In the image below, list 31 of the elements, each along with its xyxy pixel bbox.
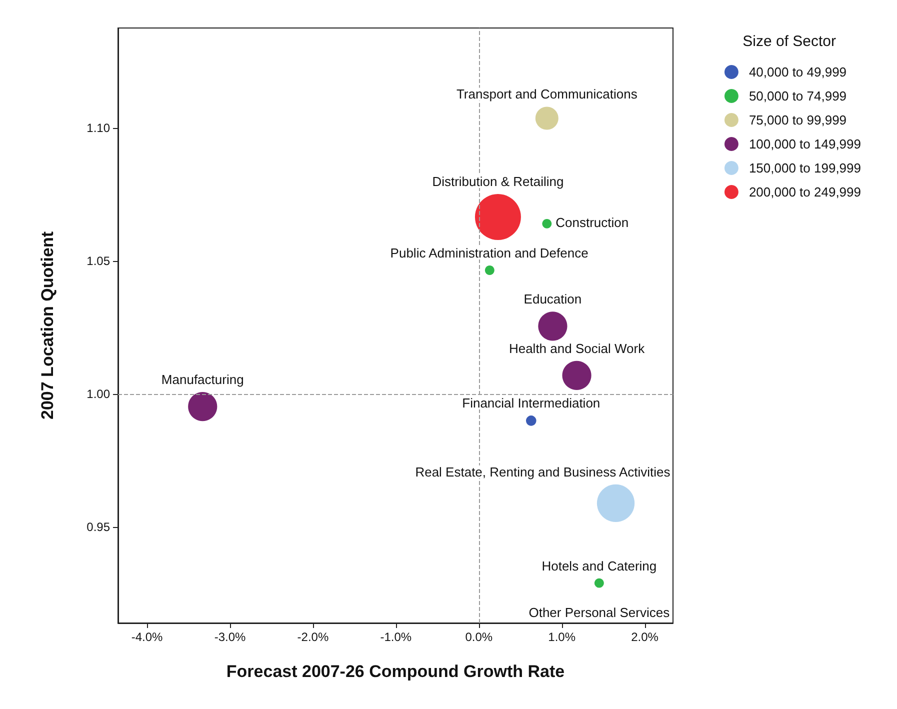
- annotation: Education: [524, 292, 582, 307]
- x-axis-title: Forecast 2007-26 Compound Growth Rate: [226, 662, 565, 681]
- x-tick-label: 0.0%: [465, 630, 493, 644]
- legend-label: 200,000 to 249,999: [748, 184, 862, 200]
- x-tick-label: -1.0%: [380, 630, 412, 644]
- x-tick-label: 2.0%: [631, 630, 659, 644]
- annotation: Distribution & Retailing: [432, 174, 564, 190]
- y-axis-title: 2007 Location Quotient: [38, 231, 57, 420]
- annotation: Financial Intermediation: [462, 396, 600, 411]
- x-tick-label: -2.0%: [297, 630, 329, 644]
- annotation: Hotels and Catering: [542, 558, 657, 574]
- x-tick-label: 1.0%: [548, 630, 576, 644]
- annotation: Manufacturing: [161, 372, 244, 388]
- y-tick-label: 1.10: [86, 120, 110, 135]
- annotation: Health and Social Work: [508, 340, 646, 356]
- x-tick-label: -3.0%: [214, 630, 246, 644]
- x-tick-label: -4.0%: [131, 630, 164, 644]
- annotation: Real Estate, Renting and Business Activities: [415, 464, 671, 480]
- y-tick-label: 0.95: [86, 520, 110, 534]
- annotation: Public Administration and Defence: [390, 246, 588, 261]
- annotation: Other Personal Services: [528, 604, 670, 620]
- annotation: Transport and Communications: [456, 86, 638, 102]
- legend-label: 50,000 to 74,999: [748, 88, 847, 104]
- legend-label: 75,000 to 99,999: [748, 112, 847, 128]
- legend-label: 150,000 to 199,999: [748, 160, 862, 176]
- y-tick-label: 1.05: [86, 254, 110, 268]
- legend-title: Size of Sector: [742, 33, 836, 50]
- y-tick-label: 1.00: [86, 387, 110, 402]
- annotation: Construction: [556, 215, 629, 230]
- legend-label: 100,000 to 149,999: [748, 136, 862, 152]
- legend-label: 40,000 to 49,999: [748, 64, 847, 80]
